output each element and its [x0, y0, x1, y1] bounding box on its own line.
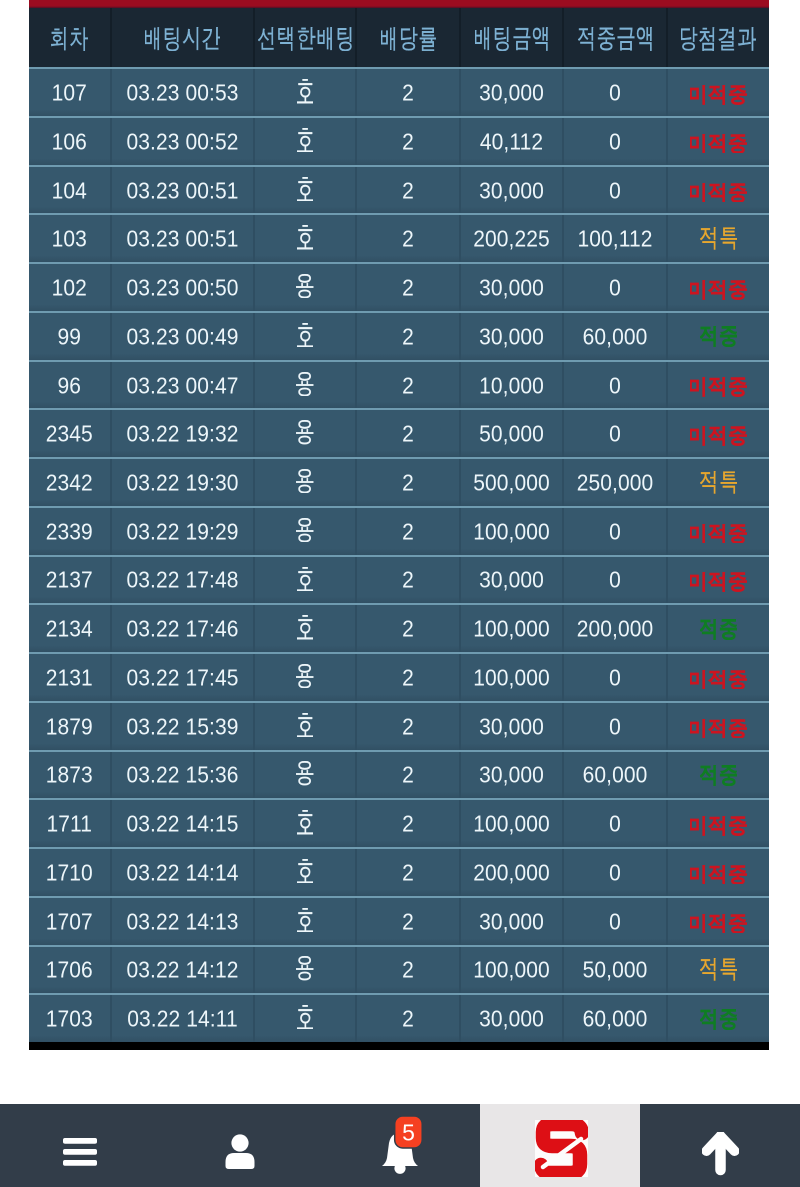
svg-text:5: 5 [402, 1120, 415, 1146]
